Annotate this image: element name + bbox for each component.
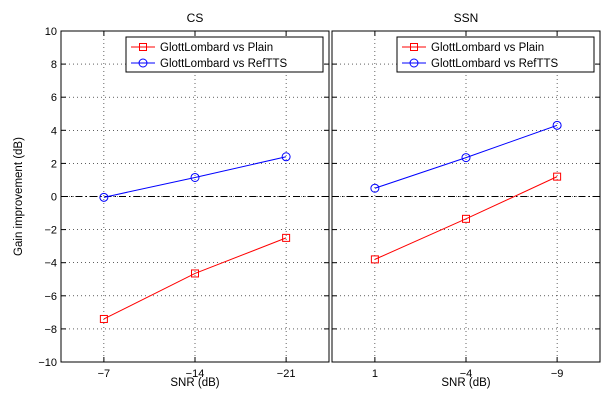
- data-point-circle: [281, 152, 291, 162]
- y-tick-label: −2: [44, 225, 57, 237]
- data-point-square: [191, 269, 199, 278]
- data-point-circle: [461, 153, 471, 163]
- x-tick-label: −9: [551, 368, 564, 380]
- data-point-circle: [370, 183, 380, 193]
- series-line-1: [374, 176, 558, 260]
- chart-panel-1: −10 −8 −6 −4 −2 0 2 4 6 8 10 −7 −14 −21 GlottLombard v…: [13, 11, 330, 389]
- legend-marker-square: [410, 43, 418, 51]
- data-point-circle: [99, 192, 109, 202]
- legend-marker-square: [139, 43, 147, 51]
- y-tick-label: −6: [44, 291, 57, 303]
- x-tick-label: −21: [277, 368, 296, 380]
- panel-title: SSN: [454, 11, 479, 25]
- y-tick-label: −10: [38, 357, 57, 369]
- legend: GlottLombard vs Plain GlottLombard vs Ref…: [125, 36, 324, 73]
- data-point-square: [99, 314, 108, 323]
- legend-marker-circle: [138, 58, 148, 68]
- x-tick-label: −4: [460, 368, 473, 380]
- axes-frame: [331, 30, 601, 363]
- legend-label: GlottLombard vs RefTTS: [431, 58, 559, 70]
- y-tick-label: 4: [51, 125, 57, 137]
- x-axis-label: SNR (dB): [170, 377, 219, 389]
- x-axis-label: SNR (dB): [441, 377, 490, 389]
- legend-label: GlottLombard vs Plain: [160, 42, 273, 54]
- data-point-square: [370, 255, 379, 264]
- legend-marker-circle: [409, 58, 419, 68]
- y-tick-label: 2: [51, 158, 57, 170]
- y-tick-label: 0: [51, 192, 57, 204]
- data-point-square: [553, 172, 562, 181]
- series-line-2: [103, 156, 287, 198]
- y-axis-label: Gain improvement (dB): [13, 137, 25, 256]
- data-point-square: [282, 233, 291, 242]
- panel-title: CS: [187, 11, 204, 25]
- y-tick-label: 10: [45, 26, 57, 38]
- data-point-square: [462, 214, 470, 223]
- series-line-1: [103, 237, 287, 320]
- x-tick-label: 1: [372, 368, 378, 380]
- legend-box: [396, 36, 595, 73]
- legend-box: [125, 36, 324, 73]
- axes-frame: [60, 30, 330, 363]
- legend-label: GlottLombard vs RefTTS: [160, 58, 288, 70]
- y-tick-label: −8: [44, 324, 57, 336]
- data-point-circle: [190, 172, 200, 182]
- series-line-2: [374, 124, 558, 189]
- y-tick-label: −4: [44, 258, 57, 270]
- legend-label: GlottLombard vs Plain: [431, 42, 544, 54]
- y-tick-label: 6: [51, 92, 57, 104]
- legend: GlottLombard vs Plain GlottLombard vs Ref…: [396, 36, 595, 73]
- data-point-circle: [552, 120, 562, 130]
- x-tick-label: −14: [186, 368, 205, 380]
- y-tick-label: 8: [51, 59, 57, 71]
- x-tick-label: −7: [98, 368, 111, 380]
